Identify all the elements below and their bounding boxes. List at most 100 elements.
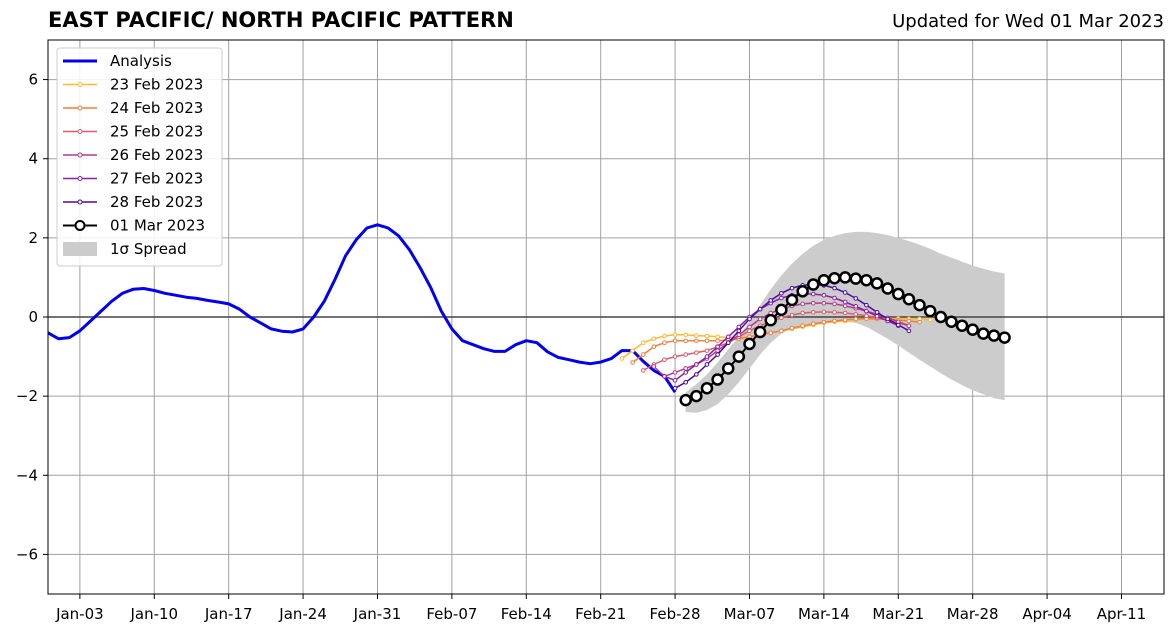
x-tick-label: Mar-07 xyxy=(724,605,776,623)
series-point xyxy=(736,332,742,338)
series-point xyxy=(779,315,784,321)
series-point xyxy=(810,300,816,306)
series-point xyxy=(715,334,720,340)
series-point xyxy=(640,368,646,373)
x-tick-label: Feb-21 xyxy=(575,605,626,623)
series-point xyxy=(715,344,720,349)
series-point xyxy=(853,296,859,301)
series-point xyxy=(842,290,848,295)
series-point xyxy=(779,290,784,296)
y-tick-label: 0 xyxy=(28,308,38,326)
series-point xyxy=(711,373,724,386)
series-point xyxy=(842,317,848,323)
series-point xyxy=(640,340,646,346)
legend-marker xyxy=(77,129,83,134)
series-point xyxy=(768,298,774,303)
series-point xyxy=(821,309,827,315)
series-point xyxy=(810,309,816,315)
series-point xyxy=(864,308,869,314)
series-point xyxy=(821,319,827,325)
x-tick-label: Mar-14 xyxy=(798,605,850,623)
series-point xyxy=(832,295,837,301)
forecast-series-layer xyxy=(619,271,1011,407)
series-point xyxy=(694,372,699,377)
series-point xyxy=(785,293,799,307)
series-point xyxy=(672,354,678,359)
series-point xyxy=(955,319,969,332)
series-point xyxy=(853,311,859,317)
series-point xyxy=(775,303,788,317)
series-point xyxy=(683,352,689,357)
series-point xyxy=(779,328,784,334)
series-point xyxy=(832,285,837,291)
series-point xyxy=(789,312,795,318)
series-point xyxy=(966,323,979,336)
legend-label: Analysis xyxy=(110,52,172,70)
series-point xyxy=(945,315,958,328)
series-point xyxy=(747,328,752,334)
series-point xyxy=(715,348,720,353)
series-point xyxy=(704,362,710,367)
legend-label: 25 Feb 2023 xyxy=(110,123,203,141)
series-point xyxy=(683,332,689,338)
series-point xyxy=(789,325,795,331)
series-point xyxy=(704,338,710,344)
series-point xyxy=(725,334,731,340)
series-point xyxy=(683,379,689,385)
y-tick-label: 4 xyxy=(28,150,38,168)
legend-swatch xyxy=(63,242,97,256)
series-point xyxy=(832,301,837,307)
chart-title: EAST PACIFIC/ NORTH PACIFIC PATTERN xyxy=(48,8,514,32)
series-point xyxy=(828,271,841,285)
series-point xyxy=(895,322,901,328)
series-point xyxy=(747,316,752,322)
series-point xyxy=(672,332,678,338)
series-point xyxy=(672,385,678,391)
y-tick-label: −2 xyxy=(16,387,38,405)
axes: Jan-03 Jan-10 Jan-17 Jan-24 Jan-31 Feb-07 Feb-… xyxy=(16,39,1165,623)
series-point xyxy=(704,348,710,353)
series-point xyxy=(619,356,625,361)
series-point xyxy=(977,327,990,340)
series-point xyxy=(662,333,667,339)
series-point xyxy=(998,331,1011,344)
series-point xyxy=(842,310,848,316)
series-point xyxy=(747,324,752,330)
series-point xyxy=(810,321,816,327)
series-point xyxy=(874,313,880,319)
x-tick-label: Mar-21 xyxy=(872,605,924,623)
series-point xyxy=(913,298,926,312)
series-point xyxy=(870,277,884,290)
legend-label: 26 Feb 2023 xyxy=(110,146,203,164)
series-point xyxy=(704,354,710,359)
series-point xyxy=(743,337,756,351)
series-point xyxy=(917,319,922,325)
series-point xyxy=(800,310,805,316)
legend-label: 23 Feb 2023 xyxy=(110,76,203,94)
series-point xyxy=(672,338,678,344)
y-tick-label: 6 xyxy=(28,71,38,89)
series-point xyxy=(779,295,784,301)
series-point xyxy=(881,282,894,295)
series-line xyxy=(632,317,920,364)
series-point xyxy=(853,304,859,309)
legend-marker xyxy=(77,105,83,111)
series-point xyxy=(694,362,699,367)
series-point xyxy=(821,292,827,298)
x-tick-label: Jan-31 xyxy=(353,605,402,623)
x-tick-label: Feb-28 xyxy=(650,605,701,623)
series-point xyxy=(683,366,689,371)
series-point xyxy=(906,318,912,324)
legend: Analysis 23 Feb 2023 24 Feb 2023 25 Feb 202… xyxy=(56,47,223,267)
series-point xyxy=(679,393,692,407)
x-tick-label: Jan-24 xyxy=(278,605,327,623)
series-point xyxy=(651,344,657,349)
y-tick-label: 2 xyxy=(28,229,38,247)
series-point xyxy=(934,310,948,324)
series-point xyxy=(807,278,820,291)
series-point xyxy=(662,340,667,346)
x-tick-label: Jan-17 xyxy=(204,605,253,623)
series-point xyxy=(640,352,646,357)
x-tick-label: Feb-14 xyxy=(501,605,552,623)
